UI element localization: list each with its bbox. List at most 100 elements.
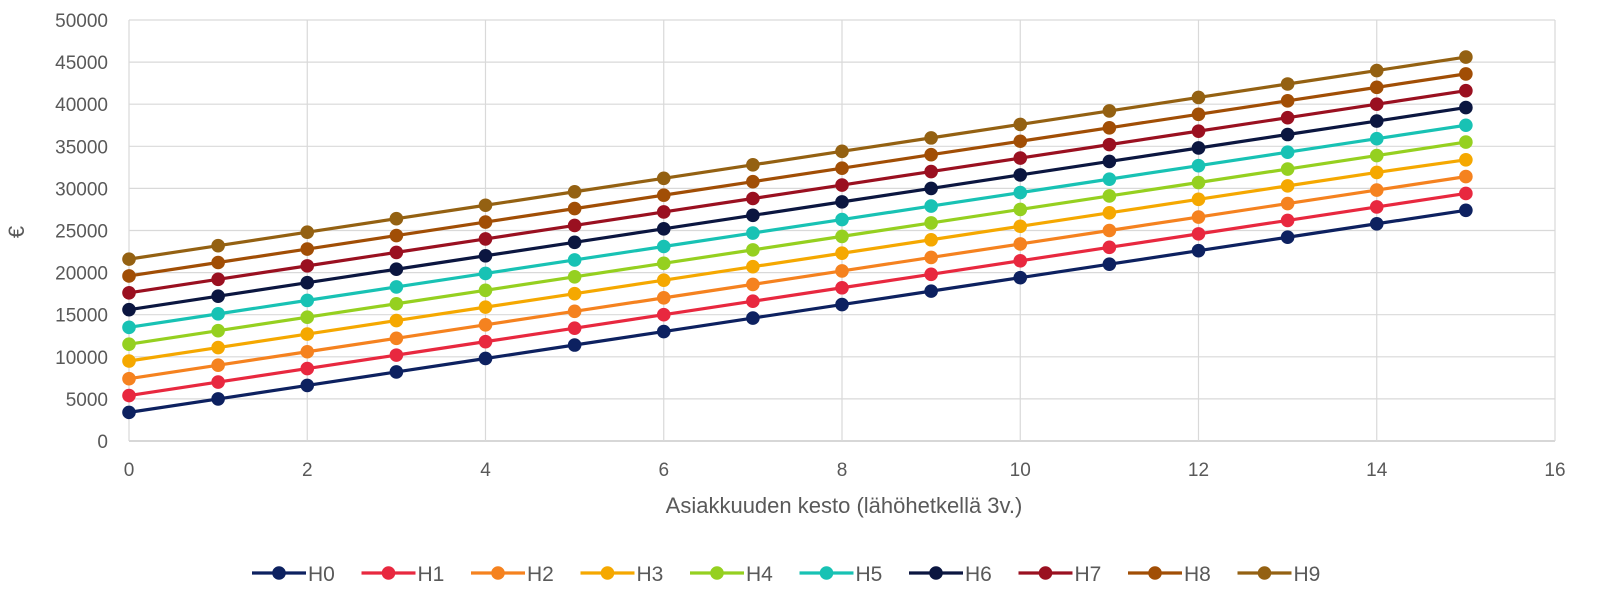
data-point-h9 bbox=[211, 238, 225, 253]
data-point-h5 bbox=[567, 253, 582, 267]
data-point-h0 bbox=[1280, 230, 1295, 245]
x-axis-ticks: 0 2 4 6 8 10 12 14 16 bbox=[124, 460, 1566, 481]
data-point-h6 bbox=[746, 208, 760, 223]
data-point-h8 bbox=[1191, 107, 1206, 122]
data-point-h5 bbox=[1102, 172, 1117, 186]
data-point-h0 bbox=[478, 351, 493, 366]
data-point-h4 bbox=[1102, 189, 1117, 203]
x-tick-label: 4 bbox=[480, 460, 491, 481]
data-point-h9 bbox=[300, 225, 315, 239]
x-tick-label: 8 bbox=[837, 460, 848, 481]
data-point-h3 bbox=[835, 246, 849, 261]
legend-item-h6: H6 bbox=[909, 563, 992, 586]
y-tick-label: 0 bbox=[97, 432, 108, 453]
series-line-h3 bbox=[128, 158, 1467, 363]
data-point-h3 bbox=[478, 300, 493, 314]
data-point-h2 bbox=[211, 358, 225, 373]
data-point-h6 bbox=[1102, 154, 1117, 169]
data-point-h1 bbox=[211, 375, 225, 389]
series-h8 bbox=[122, 67, 1473, 283]
data-point-h5 bbox=[1459, 118, 1473, 133]
series-line-h7 bbox=[128, 89, 1467, 295]
legend-item-h5: H5 bbox=[799, 563, 882, 586]
legend-marker-h8 bbox=[1148, 566, 1162, 580]
data-point-h4 bbox=[835, 229, 849, 244]
data-point-h3 bbox=[1013, 219, 1028, 234]
legend-label-h3: H3 bbox=[637, 563, 664, 586]
data-point-h1 bbox=[835, 280, 849, 295]
data-point-h9 bbox=[656, 171, 671, 186]
y-tick-label: 50000 bbox=[55, 11, 108, 32]
data-point-h3 bbox=[1191, 192, 1206, 207]
data-point-h1 bbox=[1459, 186, 1473, 201]
data-point-h4 bbox=[924, 216, 938, 230]
data-point-h6 bbox=[656, 222, 671, 236]
data-point-h1 bbox=[656, 307, 671, 322]
data-point-h4 bbox=[389, 296, 404, 311]
data-point-h1 bbox=[1369, 200, 1384, 214]
data-point-h2 bbox=[389, 331, 404, 346]
x-tick-label: 12 bbox=[1188, 460, 1209, 481]
data-point-h7 bbox=[924, 164, 938, 179]
data-point-h2 bbox=[835, 264, 849, 278]
data-point-h9 bbox=[122, 252, 136, 266]
series-line-h1 bbox=[128, 191, 1467, 398]
x-tick-label: 0 bbox=[124, 460, 135, 481]
series-line-h9 bbox=[128, 55, 1467, 261]
data-point-h8 bbox=[835, 161, 849, 175]
data-point-h6 bbox=[1369, 114, 1384, 128]
y-tick-label: 45000 bbox=[55, 53, 108, 74]
legend-item-h9: H9 bbox=[1237, 563, 1320, 586]
data-point-h5 bbox=[1013, 185, 1028, 200]
data-point-h2 bbox=[1369, 183, 1384, 197]
data-point-h6 bbox=[1013, 168, 1028, 182]
series-h4 bbox=[122, 135, 1473, 351]
legend-item-h2: H2 bbox=[471, 563, 554, 586]
data-point-h5 bbox=[122, 320, 136, 335]
data-point-h5 bbox=[1191, 158, 1206, 173]
data-point-h7 bbox=[1280, 110, 1295, 125]
data-point-h7 bbox=[656, 205, 671, 219]
legend-marker-h1 bbox=[381, 566, 396, 580]
data-point-h0 bbox=[389, 365, 404, 379]
data-point-h0 bbox=[1102, 257, 1117, 271]
data-point-h9 bbox=[389, 211, 404, 226]
data-point-h7 bbox=[1102, 137, 1117, 152]
data-point-h9 bbox=[478, 198, 493, 213]
data-point-h8 bbox=[478, 215, 493, 229]
data-point-h3 bbox=[746, 259, 760, 274]
series-h5 bbox=[122, 118, 1473, 335]
data-point-h8 bbox=[656, 188, 671, 202]
legend-label-h4: H4 bbox=[746, 563, 773, 586]
data-point-h7 bbox=[1191, 124, 1206, 138]
x-tick-label: 2 bbox=[302, 460, 313, 481]
legend-marker-h0 bbox=[272, 566, 286, 580]
data-point-h5 bbox=[389, 280, 404, 294]
data-point-h9 bbox=[1102, 104, 1117, 118]
data-point-h5 bbox=[835, 212, 849, 227]
y-tick-label: 10000 bbox=[55, 348, 108, 369]
data-point-h6 bbox=[924, 181, 938, 196]
legend-label-h8: H8 bbox=[1184, 563, 1211, 586]
series-line-h4 bbox=[128, 140, 1467, 346]
data-point-h9 bbox=[746, 158, 760, 172]
data-point-h2 bbox=[567, 304, 582, 319]
data-point-h9 bbox=[835, 144, 849, 159]
data-point-h3 bbox=[1369, 165, 1384, 180]
series-line-h2 bbox=[128, 175, 1467, 381]
data-point-h3 bbox=[389, 313, 404, 328]
data-point-h2 bbox=[1191, 210, 1206, 224]
y-tick-label: 20000 bbox=[55, 264, 108, 285]
data-point-h4 bbox=[478, 283, 493, 298]
legend-marker-h9 bbox=[1257, 566, 1272, 580]
data-point-h8 bbox=[1280, 94, 1295, 108]
data-point-h1 bbox=[746, 294, 760, 309]
data-point-h0 bbox=[924, 284, 938, 298]
legend-item-h0: H0 bbox=[252, 563, 335, 586]
y-axis-ticks: 0 5000 10000 15000 20000 25000 30000 35000 40000… bbox=[55, 11, 108, 453]
data-point-h5 bbox=[746, 226, 760, 240]
data-point-h1 bbox=[1280, 213, 1295, 228]
legend-item-h1: H1 bbox=[361, 563, 444, 586]
data-point-h8 bbox=[122, 269, 136, 283]
series-line-h0 bbox=[128, 208, 1467, 414]
